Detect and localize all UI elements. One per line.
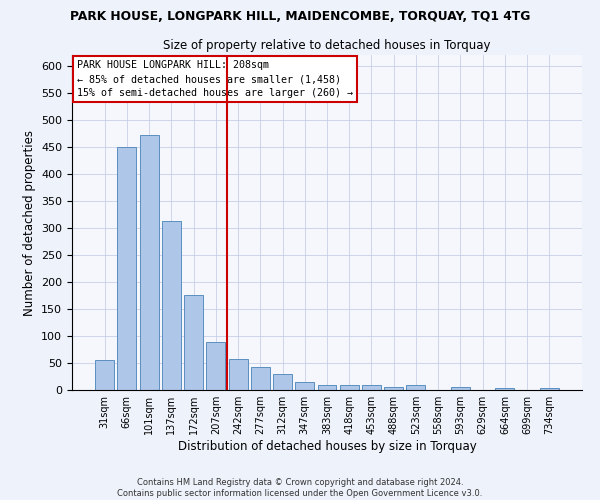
Title: Size of property relative to detached houses in Torquay: Size of property relative to detached ho… xyxy=(163,40,491,52)
Bar xyxy=(540,388,559,390)
Bar xyxy=(251,368,270,390)
Text: PARK HOUSE LONGPARK HILL: 208sqm
← 85% of detached houses are smaller (1,458)
15: PARK HOUSE LONGPARK HILL: 208sqm ← 85% o… xyxy=(77,60,353,98)
Text: PARK HOUSE, LONGPARK HILL, MAIDENCOMBE, TORQUAY, TQ1 4TG: PARK HOUSE, LONGPARK HILL, MAIDENCOMBE, … xyxy=(70,10,530,23)
Bar xyxy=(317,384,337,390)
Y-axis label: Number of detached properties: Number of detached properties xyxy=(23,130,35,316)
Bar xyxy=(95,360,114,390)
Bar xyxy=(140,135,158,390)
Bar xyxy=(340,384,359,390)
Bar xyxy=(229,359,248,390)
Bar xyxy=(184,296,203,390)
Bar xyxy=(406,385,425,390)
Bar xyxy=(206,342,225,390)
X-axis label: Distribution of detached houses by size in Torquay: Distribution of detached houses by size … xyxy=(178,440,476,453)
Bar xyxy=(451,388,470,390)
Text: Contains HM Land Registry data © Crown copyright and database right 2024.
Contai: Contains HM Land Registry data © Crown c… xyxy=(118,478,482,498)
Bar xyxy=(384,387,403,390)
Bar xyxy=(295,382,314,390)
Bar xyxy=(273,374,292,390)
Bar xyxy=(496,388,514,390)
Bar xyxy=(118,147,136,390)
Bar xyxy=(162,222,181,390)
Bar xyxy=(362,384,381,390)
